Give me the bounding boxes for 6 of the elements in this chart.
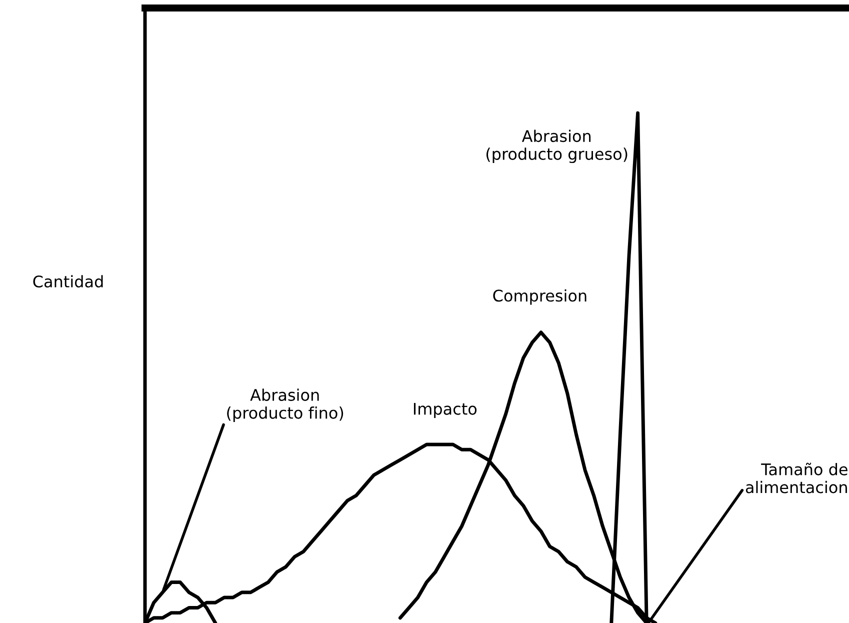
series-label: Impacto — [414, 402, 477, 418]
series-label: Abrasion (producto grueso) — [486, 130, 628, 164]
y-axis-title: Cantidad — [33, 275, 103, 288]
text: Abrasion (producto fino) — [227, 388, 344, 422]
annotation: Tamaño de alimentacion — [746, 462, 848, 494]
text: Compresion — [493, 289, 586, 305]
